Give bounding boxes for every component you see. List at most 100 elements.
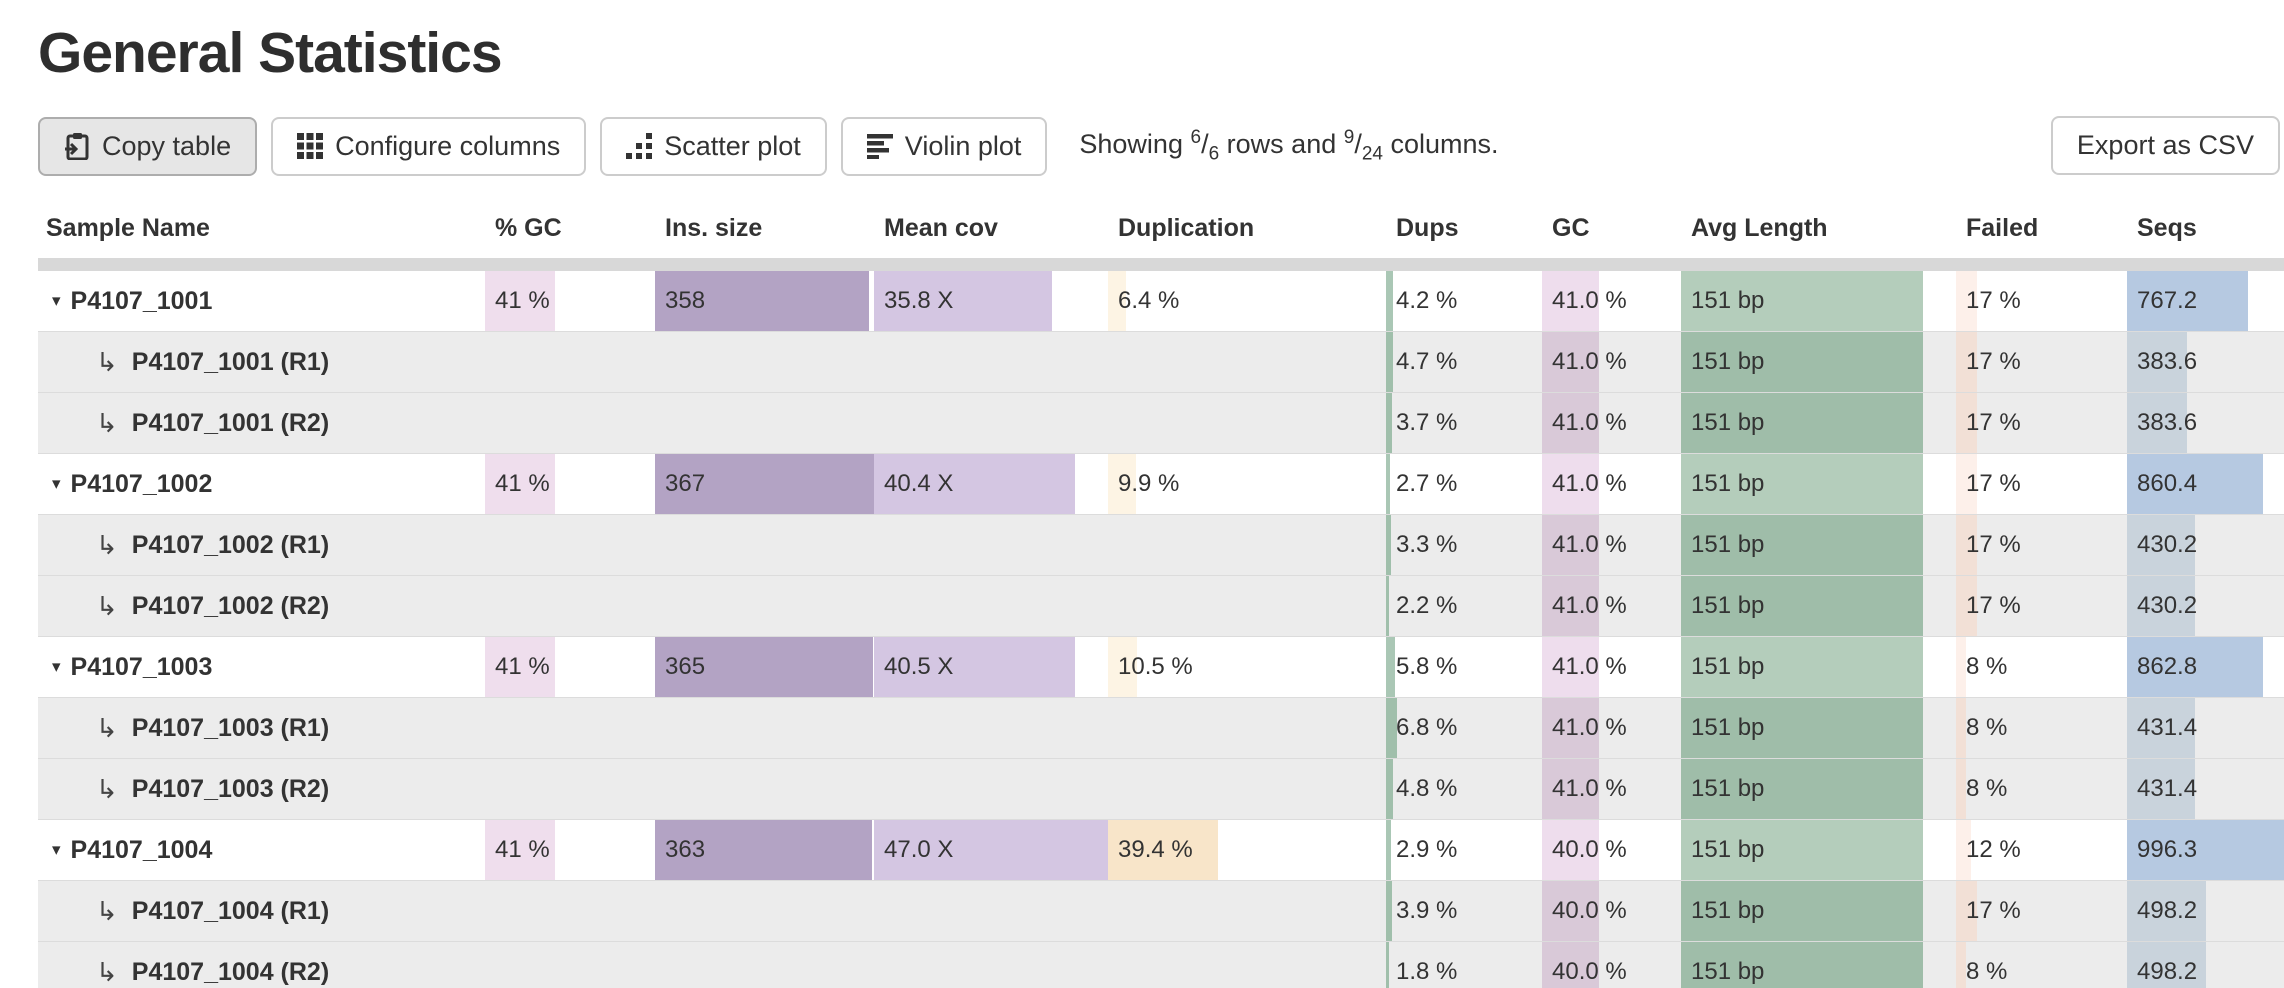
cell-avg_len: 151 bp [1681, 759, 1956, 819]
value-bar [2127, 820, 2284, 880]
sample-toggle[interactable]: ▾ P4107_1001 [38, 271, 485, 331]
value-bar [2127, 271, 2248, 331]
cell-value: 40.0 % [1552, 836, 1627, 863]
value-bar [1956, 881, 1978, 941]
column-header-gc[interactable]: GC [1552, 213, 1590, 242]
export-csv-button[interactable]: Export as CSV [2050, 116, 2280, 175]
grid-icon [297, 133, 324, 159]
cell-value: 8 % [1966, 958, 2008, 985]
value-bar [485, 271, 555, 331]
value-bar [655, 820, 872, 880]
cell-dup [1108, 332, 1386, 392]
subrow-arrow-icon: ↳ [96, 529, 118, 560]
cell-value: 2.9 % [1396, 836, 1458, 863]
cell-ins_size [655, 759, 874, 819]
table-row: ▾ P4107_1001 41 % 358 35.8 X 6.4 % 4.2 % 41.0 %… [38, 271, 2284, 332]
column-header-mean_cov[interactable]: Mean cov [884, 213, 998, 242]
cell-value: 5.8 % [1396, 653, 1458, 680]
cell-value: 17 % [1966, 592, 2021, 619]
cell-value: 365 [665, 653, 706, 680]
cell-failed: 8 % [1956, 759, 2127, 819]
copy-table-button[interactable]: Copy table [38, 116, 258, 176]
cell-value: 151 bp [1691, 409, 1765, 436]
lines-icon [866, 133, 893, 159]
cell-dup: 39.4 % [1108, 820, 1386, 880]
cell-value: 8 % [1966, 775, 2008, 802]
cell-value: 151 bp [1691, 531, 1765, 558]
cell-gc: 41.0 % [1542, 454, 1681, 514]
cell-dups: 3.3 % [1386, 515, 1542, 575]
cell-value: 41.0 % [1552, 653, 1627, 680]
cell-failed: 8 % [1956, 698, 2127, 758]
value-bar [1681, 454, 1923, 514]
cell-avg_len: 151 bp [1681, 332, 1956, 392]
value-bar [1386, 454, 1391, 514]
configure-columns-button[interactable]: Configure columns [271, 116, 587, 176]
value-bar [1542, 881, 1599, 941]
value-bar [1542, 454, 1599, 514]
cell-ins_size [655, 515, 874, 575]
cell-gc_pct [485, 759, 655, 819]
sample-name: ↳ P4107_1003 (R2) [38, 759, 485, 819]
table-row: ↳ P4107_1002 (R2) 2.2 % 41.0 % 151 bp 17 % 430… [38, 576, 2284, 637]
table-row: ▾ P4107_1002 41 % 367 40.4 X 9.9 % 2.7 % 41.0 %… [38, 454, 2284, 515]
violin-plot-button[interactable]: Violin plot [840, 116, 1048, 176]
cell-seqs: 498.2 [2127, 942, 2284, 988]
value-bar [1542, 820, 1599, 880]
general-statistics-table: Sample Name % GC Ins. size Mean cov Duplicat… [38, 204, 2284, 988]
sample-name: ↳ P4107_1003 (R1) [38, 698, 485, 758]
column-header-seqs[interactable]: Seqs [2137, 213, 2197, 242]
value-bar [1542, 942, 1599, 988]
column-header-sample[interactable]: Sample Name [46, 213, 210, 242]
cell-failed: 17 % [1956, 515, 2127, 575]
cell-gc_pct: 41 % [485, 271, 655, 331]
cell-failed: 17 % [1956, 576, 2127, 636]
column-header-failed[interactable]: Failed [1966, 213, 2039, 242]
sample-name-label: P4107_1002 (R2) [131, 591, 330, 620]
cell-value: 151 bp [1691, 287, 1765, 314]
cell-value: 6.4 % [1118, 287, 1180, 314]
cell-value: 40.4 X [884, 470, 954, 497]
sample-name-label: P4107_1004 (R2) [131, 957, 330, 986]
cell-ins_size [655, 332, 874, 392]
column-header-dup[interactable]: Duplication [1118, 213, 1255, 242]
cell-failed: 12 % [1956, 820, 2127, 880]
cell-value: 4.2 % [1396, 287, 1458, 314]
cell-seqs: 430.2 [2127, 576, 2284, 636]
value-bar [1681, 698, 1923, 758]
scatter-plot-button[interactable]: Scatter plot [600, 116, 827, 176]
cell-dup [1108, 881, 1386, 941]
cell-gc: 41.0 % [1542, 515, 1681, 575]
column-header-ins_size[interactable]: Ins. size [665, 213, 763, 242]
cell-failed: 17 % [1956, 454, 2127, 514]
cell-seqs: 430.2 [2127, 515, 2284, 575]
value-bar [1542, 271, 1599, 331]
column-header-dups[interactable]: Dups [1396, 213, 1459, 242]
cell-seqs: 431.4 [2127, 698, 2284, 758]
value-bar [874, 454, 1076, 514]
showing-middle: rows and [1226, 128, 1337, 159]
value-bar [1386, 881, 1393, 941]
cell-value: 40.5 X [884, 653, 954, 680]
column-header-avg_len[interactable]: Avg Length [1691, 213, 1828, 242]
value-bar [1386, 515, 1392, 575]
sample-toggle[interactable]: ▾ P4107_1002 [38, 454, 485, 514]
cell-mean_cov [874, 881, 1108, 941]
cell-value: 498.2 [2137, 958, 2198, 985]
cell-dup [1108, 515, 1386, 575]
violin-plot-label: Violin plot [904, 130, 1022, 161]
cell-gc_pct: 41 % [485, 820, 655, 880]
cell-value: 9.9 % [1118, 470, 1180, 497]
cell-value: 41.0 % [1552, 592, 1627, 619]
cell-mean_cov [874, 576, 1108, 636]
column-header-gc_pct[interactable]: % GC [495, 213, 562, 242]
value-bar [2127, 576, 2195, 636]
cell-value: 40.0 % [1552, 958, 1627, 985]
sample-toggle[interactable]: ▾ P4107_1003 [38, 637, 485, 697]
value-bar [1386, 332, 1394, 392]
cell-dups: 1.8 % [1386, 942, 1542, 988]
value-bar [1542, 637, 1599, 697]
rows-shown: 6 [1190, 126, 1202, 148]
sample-toggle[interactable]: ▾ P4107_1004 [38, 820, 485, 880]
cell-value: 151 bp [1691, 775, 1765, 802]
